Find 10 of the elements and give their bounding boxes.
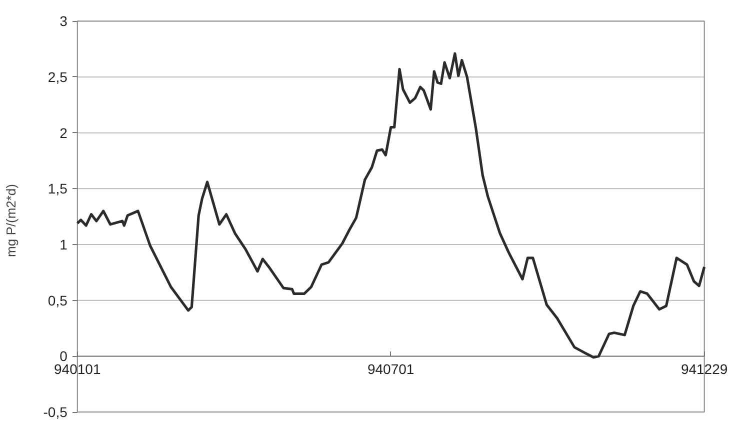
y-tick-label: 3 bbox=[60, 13, 68, 30]
y-tick-label: 1 bbox=[60, 236, 68, 253]
x-tick-label: 940701 bbox=[367, 361, 414, 378]
y-axis-title: mg P/(m2*d) bbox=[4, 184, 18, 257]
y-tick-label: 1,5 bbox=[48, 180, 68, 197]
x-tick-label: 941229 bbox=[680, 361, 728, 378]
y-tick-label: 0,5 bbox=[48, 292, 68, 308]
y-tick-label: 2 bbox=[60, 124, 68, 141]
y-tick-label: -0,5 bbox=[43, 404, 68, 420]
y-tick-label: 2,5 bbox=[48, 68, 68, 85]
